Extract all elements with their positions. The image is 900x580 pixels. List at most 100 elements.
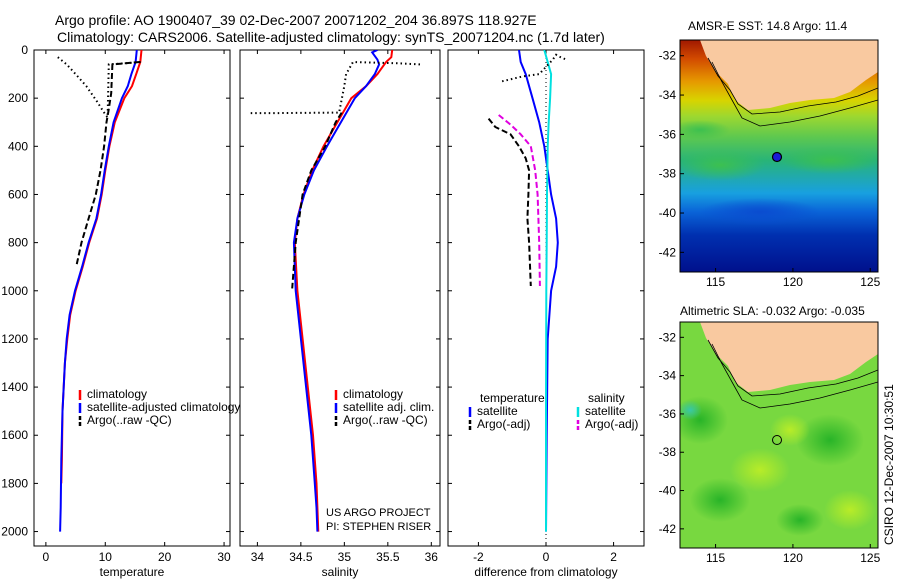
map-y-tick-label: -32: [659, 49, 677, 63]
x-tick-label: 34: [251, 550, 265, 564]
x-tick-label: 36: [425, 550, 439, 564]
x-tick-label: 2: [610, 550, 617, 564]
legend-label: climatology: [343, 387, 403, 401]
series-salinity-satellite: [543, 50, 553, 532]
legend-label: satellite: [585, 404, 626, 418]
map-x-tick-label: 115: [706, 275, 725, 289]
series-satellite-adjusted-climatology: [59, 50, 138, 532]
sst-map-frame: [679, 39, 879, 273]
figure-title-line2: Climatology: CARS2006. Satellite-adjuste…: [57, 29, 605, 45]
map-x-tick-label: 115: [706, 551, 725, 565]
salinity-profile-panel: 34 34.5 35 35.5 36 salinity climatologysatelli…: [239, 49, 441, 579]
coastline-contour: [707, 57, 878, 115]
legend-label: salinity: [588, 391, 625, 405]
sst-map-title: AMSR-E SST: 14.8 Argo: 11.4: [688, 19, 848, 33]
y-tick-label: 1000: [1, 284, 28, 298]
x-axis-label: temperature: [100, 565, 165, 579]
principal-investigator: PI: STEPHEN RISER: [326, 521, 431, 533]
map-x-tick-label: 120: [783, 275, 803, 289]
x-tick-label: 35.5: [376, 550, 400, 564]
map-y-tick-label: -42: [659, 245, 677, 259]
sla-feature: [824, 490, 876, 530]
sla-feature: [730, 448, 790, 492]
plot-frame: [33, 49, 231, 547]
series-argo-raw: [57, 56, 141, 121]
sst-feature: [680, 149, 765, 181]
series-argo-raw-qc: [75, 61, 140, 267]
legend-label: temperature: [480, 391, 545, 405]
x-axis-label: difference from climatology: [474, 565, 617, 579]
sla-map-frame: [679, 321, 879, 549]
temperature-profile-panel: 0 10 20 30 0 200 400 600 800 1000 1200 1400 1600 1800…: [1, 43, 240, 579]
australia-land: [700, 40, 878, 110]
sla-feature: [796, 414, 864, 466]
x-tick-label: 0: [43, 550, 50, 564]
shelf-contour: [711, 61, 878, 127]
argo-float-marker-sla: [772, 435, 782, 445]
map-x-tick-label: 120: [783, 551, 803, 565]
sla-feature: [680, 400, 702, 420]
map-y-tick-label: -36: [659, 127, 677, 141]
sst-map-panel: AMSR-E SST: 14.8 Argo: 11.4 115 120 125 -32…: [659, 19, 881, 289]
map-y-tick-label: -36: [659, 407, 677, 421]
x-axis-label: salinity: [322, 565, 359, 579]
x-tick-label: 34.5: [289, 550, 313, 564]
sst-feature: [700, 198, 820, 226]
map-y-tick-label: -32: [659, 330, 677, 344]
x-tick-label: 35: [338, 550, 352, 564]
y-tick-label: 0: [21, 43, 28, 57]
y-tick-label: 200: [8, 91, 28, 105]
series-temperature-satellite: [518, 50, 559, 532]
australia-land: [700, 322, 878, 392]
x-tick-label: 0: [543, 550, 550, 564]
y-tick-label: 600: [8, 187, 28, 201]
map-y-tick-label: -40: [659, 484, 677, 498]
map-y-tick-label: -34: [659, 88, 677, 102]
coastline-contour: [707, 339, 878, 397]
sla-feature: [770, 414, 810, 446]
x-tick-label: 30: [217, 550, 231, 564]
y-tick-label: 2000: [1, 525, 28, 539]
legend-label: satellite adj. clim.: [343, 400, 434, 414]
series-argo-raw-qc: [291, 112, 343, 289]
legend-label: satellite: [477, 404, 518, 418]
figure-title-line1: Argo profile: AO 1900407_39 02-Dec-2007 …: [55, 12, 537, 28]
legend-label: climatology: [87, 387, 147, 401]
project-name: US ARGO PROJECT: [326, 507, 431, 519]
y-tick-label: 400: [8, 139, 28, 153]
y-tick-label: 1200: [1, 332, 28, 346]
plot-frame: [239, 49, 441, 547]
legend-label: Argo(-adj): [477, 417, 530, 431]
shelf-contour: [711, 343, 878, 409]
legend-label: Argo(..raw -QC): [343, 413, 428, 427]
sla-feature: [690, 478, 750, 522]
x-tick-label: 10: [99, 550, 113, 564]
y-tick-label: 1800: [1, 476, 28, 490]
argo-float-marker-sst: [771, 151, 783, 163]
sla-map-panel: Altimetric SLA: -0.032 Argo: -0.035 115 1…: [659, 304, 881, 565]
legend-label: Argo(-adj): [585, 417, 638, 431]
map-y-tick-label: -42: [659, 522, 677, 536]
sst-feature: [680, 120, 730, 140]
map-y-tick-label: -34: [659, 369, 677, 383]
map-y-tick-label: -40: [659, 206, 677, 220]
y-tick-label: 800: [8, 236, 28, 250]
map-x-tick-label: 125: [860, 551, 880, 565]
sla-map-title: Altimetric SLA: -0.032 Argo: -0.035: [680, 304, 865, 318]
series-temperature-argo-adj: [487, 117, 532, 287]
credit-timestamp: CSIRO 12-Dec-2007 10:30:51: [882, 384, 896, 545]
x-tick-label: -2: [473, 550, 484, 564]
series-satellite-adj-clim: [292, 50, 381, 532]
legend-label: satellite-adjusted climatology: [87, 400, 240, 414]
map-y-tick-label: -38: [659, 167, 677, 181]
sst-feature: [780, 146, 878, 174]
legend-label: Argo(..raw -QC): [87, 413, 172, 427]
x-tick-label: 20: [158, 550, 172, 564]
y-tick-label: 1400: [1, 380, 28, 394]
sla-feature: [776, 504, 824, 536]
map-y-tick-label: -38: [659, 445, 677, 459]
series-salinity-argo-adj: [498, 114, 541, 287]
y-tick-label: 1600: [1, 428, 28, 442]
